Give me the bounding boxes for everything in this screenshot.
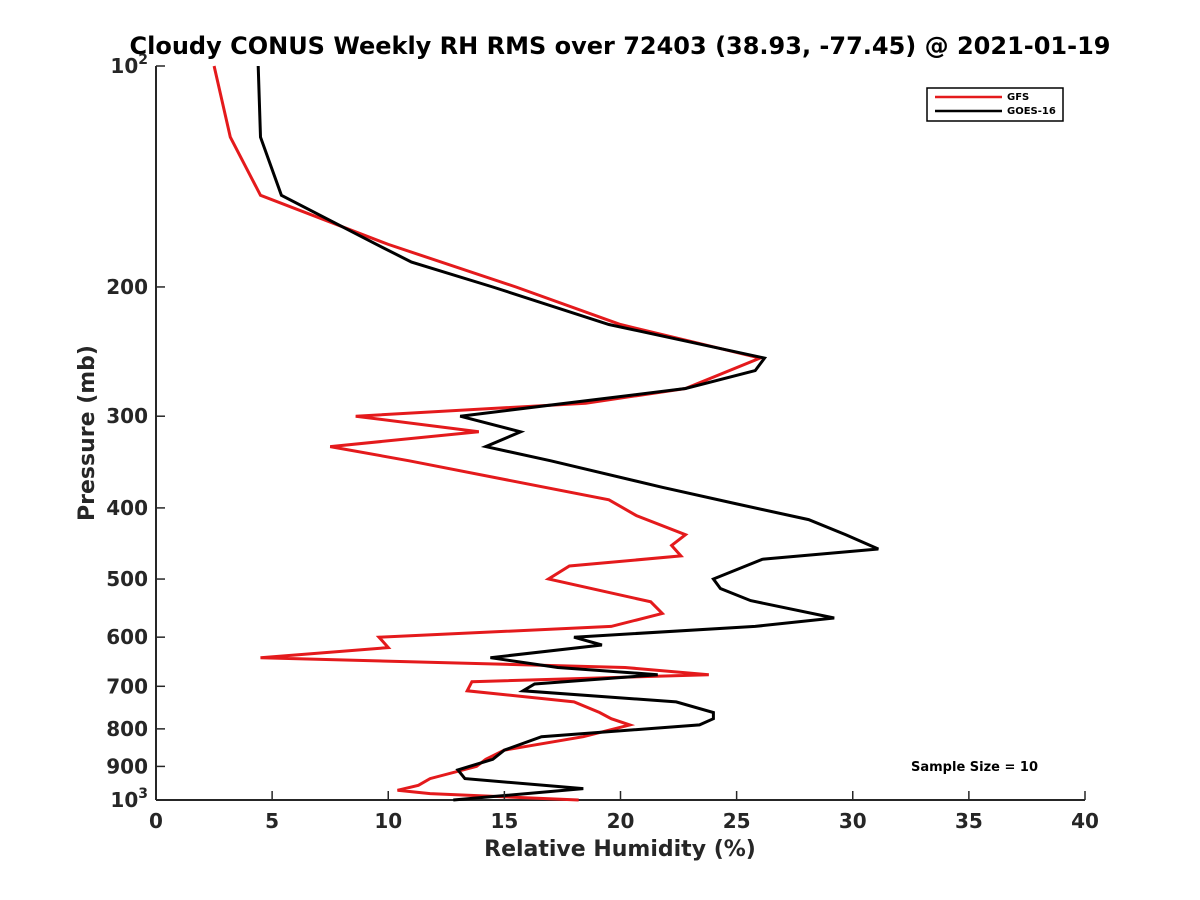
x-tick-label: 40 bbox=[1071, 809, 1099, 833]
y-tick-label: 102 bbox=[110, 52, 148, 78]
y-tick-label: 500 bbox=[106, 567, 148, 591]
y-tick-label: 300 bbox=[106, 404, 148, 428]
sample-size-annotation: Sample Size = 10 bbox=[911, 760, 1038, 775]
y-tick-label: 400 bbox=[106, 496, 148, 520]
chart-title: Cloudy CONUS Weekly RH RMS over 72403 (3… bbox=[130, 32, 1111, 60]
x-tick-label: 30 bbox=[839, 809, 867, 833]
x-tick-label: 10 bbox=[374, 809, 402, 833]
legend-label-goes16: GOES-16 bbox=[1007, 106, 1056, 117]
legend: GFS GOES-16 bbox=[926, 87, 1064, 122]
y-axis-ticks: 102 200 300 400 500 600 700 800 900 103 bbox=[106, 52, 165, 812]
y-tick-label: 103 bbox=[110, 786, 148, 812]
legend-box bbox=[926, 87, 1064, 122]
y-axis-label: Pressure (mb) bbox=[75, 345, 100, 521]
series-layer bbox=[212, 65, 879, 802]
x-tick-label: 25 bbox=[723, 809, 751, 833]
x-tick-label: 15 bbox=[490, 809, 518, 833]
series-line-goes-16 bbox=[256, 65, 879, 802]
y-tick-label: 800 bbox=[106, 717, 148, 741]
x-tick-label: 5 bbox=[265, 809, 279, 833]
y-tick-label: 900 bbox=[106, 754, 148, 778]
legend-label-gfs: GFS bbox=[1007, 92, 1029, 103]
y-tick-label: 200 bbox=[106, 275, 148, 299]
y-tick-label: 700 bbox=[106, 674, 148, 698]
x-axis-ticks: 0 5 10 15 20 25 30 35 40 bbox=[149, 791, 1099, 833]
x-tick-label: 0 bbox=[149, 809, 163, 833]
x-tick-label: 20 bbox=[607, 809, 635, 833]
x-axis-label: Relative Humidity (%) bbox=[484, 837, 756, 862]
x-tick-label: 35 bbox=[955, 809, 983, 833]
y-tick-label: 600 bbox=[106, 625, 148, 649]
